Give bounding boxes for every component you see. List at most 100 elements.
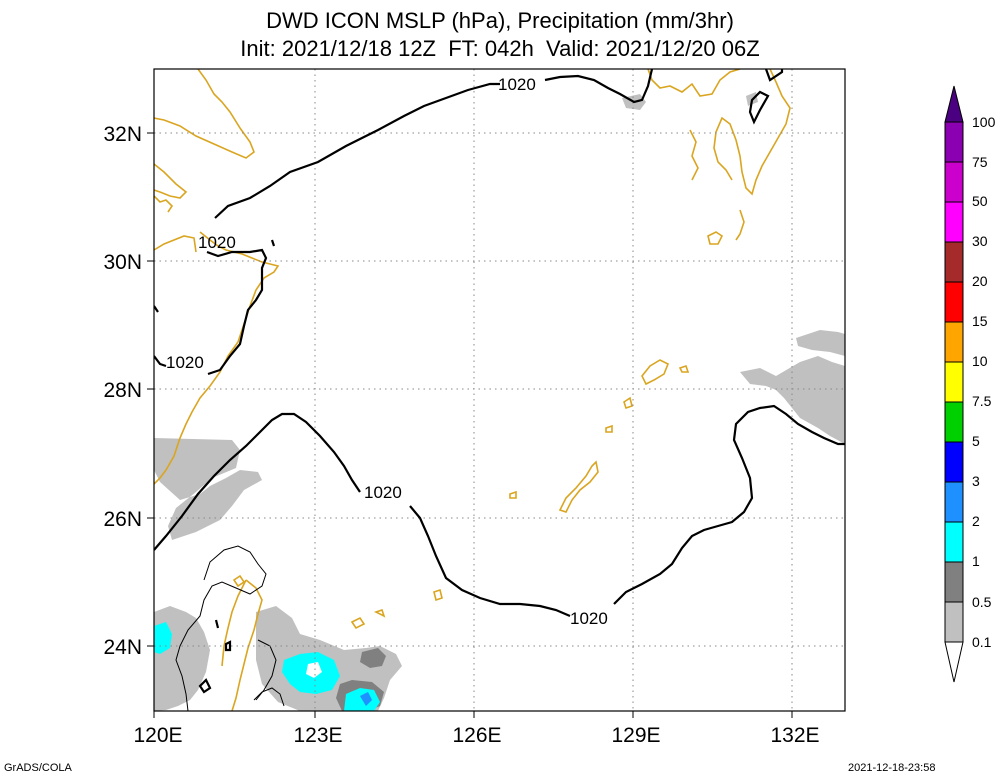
colorbar-label-2: 2	[972, 513, 980, 529]
coastline-amami	[641, 359, 670, 386]
coastline-korea-south	[647, 69, 741, 97]
isobar-label-north: 1020	[498, 75, 536, 94]
colorbar-box	[944, 481, 964, 523]
lat-tick-30n: 30N	[103, 251, 142, 274]
coastline-okinawa	[558, 460, 599, 513]
isobar-taiwan-small-2	[224, 640, 232, 652]
boundary-line-3	[253, 687, 285, 707]
colorbar-boxes	[944, 85, 964, 683]
island-ishigaki	[373, 608, 386, 618]
colorbar-label-30: 30	[972, 233, 988, 249]
precip-area-cyan2	[344, 688, 380, 711]
colorbar-label-7-5: 7.5	[972, 393, 992, 409]
precip-area-east-china-sea	[154, 438, 262, 540]
isobar-1020-main	[154, 404, 845, 618]
colorbar-box	[944, 521, 964, 563]
coastline-kyushu	[713, 69, 791, 196]
colorbar-label-3: 3	[972, 473, 980, 489]
island-okinoerabu	[623, 396, 633, 410]
map-title-line1: DWD ICON MSLP (hPa), Precipitation (mm/3…	[266, 8, 734, 33]
coastline-china-north	[154, 69, 255, 159]
colorbar-label-0-5: 0.5	[972, 594, 992, 610]
isobar-fujian-stub	[270, 239, 276, 247]
colorbar-box	[944, 161, 964, 203]
isobar-1020-north	[214, 69, 654, 219]
lon-tick-120e: 120E	[133, 724, 182, 747]
colorbar-label-75: 75	[972, 154, 988, 170]
precip-area-taiwan-north	[154, 606, 210, 711]
lat-axis: 32N 30N 28N 26N 24N	[103, 123, 154, 659]
colorbar-box	[944, 201, 964, 243]
island-kerama	[509, 490, 517, 499]
island-senkaku	[232, 574, 246, 588]
lon-axis: 120E 123E 126E 129E 132E	[133, 711, 820, 747]
colorbar-box	[944, 121, 964, 163]
isobar-taiwan-small-3	[214, 619, 220, 629]
island-yonaguni	[350, 616, 366, 630]
precip-area-white	[306, 662, 322, 678]
coastline-china-hangzhou	[154, 195, 174, 213]
lon-tick-132e: 132E	[770, 724, 819, 747]
lat-tick-28n: 28N	[103, 379, 142, 402]
colorbar: 100 75 50 30 20 15 10 7.5 5 3 2 1 0.5 0.…	[944, 85, 996, 683]
lat-tick-26n: 26N	[103, 508, 142, 531]
colorbar-box	[944, 361, 964, 403]
isobar-1020-west-stub2	[154, 305, 159, 313]
isobars	[154, 69, 845, 694]
isobar-label-northwest: 1020	[198, 233, 236, 252]
isobar-label-west: 1020	[166, 353, 204, 372]
coastline-china-shanghai	[154, 163, 188, 199]
colorbar-label-100: 100	[972, 114, 996, 130]
precip-area-cyan3	[154, 622, 172, 654]
coastlines	[154, 69, 791, 711]
isobar-1020-west-stub	[154, 355, 167, 368]
isobar-label-south: 1020	[570, 609, 608, 628]
colorbar-label-5: 5	[972, 433, 980, 449]
lon-tick-123e: 123E	[293, 724, 342, 747]
boundary-line-1	[175, 545, 267, 711]
isobar-label-center: 1020	[364, 483, 402, 502]
precip-area-east	[796, 330, 845, 356]
colorbar-label-20: 20	[972, 273, 988, 289]
coastline-china-fujian	[154, 235, 197, 253]
coastline-islands-north	[735, 209, 745, 241]
colorbar-label-50: 50	[972, 193, 988, 209]
colorbar-label-10: 10	[972, 353, 988, 369]
coastline-taiwan	[231, 579, 263, 711]
colorbar-box	[944, 321, 964, 363]
lon-tick-129e: 129E	[611, 724, 660, 747]
island-yoron	[605, 424, 613, 433]
map-layers: 1020 1020 1020 1020 1020	[154, 69, 845, 711]
colorbar-box	[944, 241, 964, 283]
coastline-taiwan-west	[221, 579, 247, 667]
lon-tick-126e: 126E	[452, 724, 501, 747]
colorbar-top-triangle	[944, 85, 964, 123]
precip-area-blue	[360, 692, 372, 706]
lat-tick-24n: 24N	[103, 636, 142, 659]
colorbar-box	[944, 601, 964, 643]
isobar-1020-kyushu-loop	[748, 90, 770, 125]
footer-credit: GrADS/COLA	[4, 762, 72, 774]
isobar-labels: 1020 1020 1020 1020 1020	[166, 75, 608, 628]
footer-timestamp: 2021-12-18-23:58	[848, 762, 936, 774]
colorbar-box	[944, 441, 964, 483]
boundaries	[175, 545, 285, 711]
precip-area-mid	[360, 648, 386, 668]
isobar-taiwan-small-1	[198, 678, 212, 694]
colorbar-label-1: 1	[972, 553, 980, 569]
isobar-1020-north-west	[206, 248, 268, 376]
coastline-kyushu-west	[689, 129, 699, 181]
map-title-line2: Init: 2021/12/18 12Z FT: 042h Valid: 202…	[240, 36, 760, 61]
map-frame	[153, 68, 846, 712]
island-yakushima	[707, 231, 724, 245]
colorbar-bottom-triangle	[944, 641, 964, 683]
island-miyako	[433, 588, 443, 602]
colorbar-label-15: 15	[972, 313, 988, 329]
lat-tick-32n: 32N	[103, 123, 142, 146]
colorbar-box	[944, 561, 964, 603]
colorbar-label-0-1: 0.1	[972, 634, 992, 650]
colorbar-box	[944, 281, 964, 323]
colorbar-box	[944, 401, 964, 443]
isobar-1020-kyushu	[764, 69, 784, 82]
